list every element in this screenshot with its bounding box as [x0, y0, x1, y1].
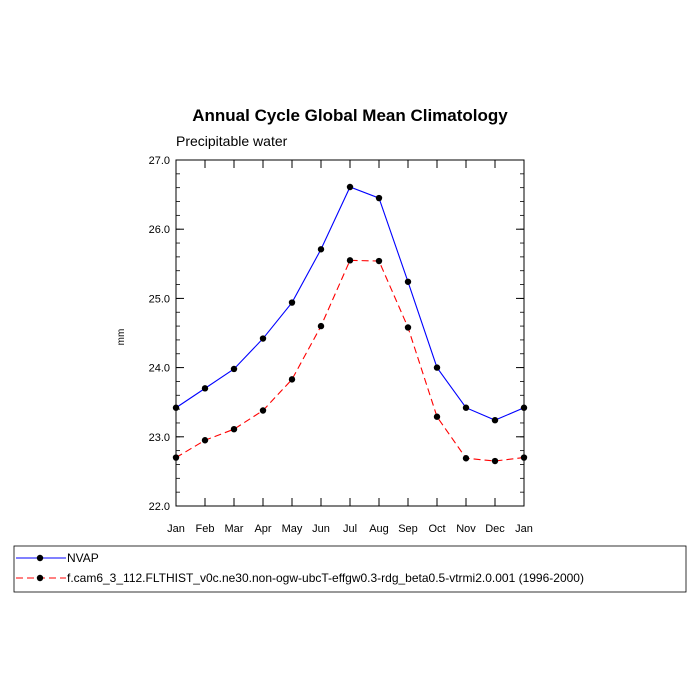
chart-subtitle: Precipitable water — [176, 133, 288, 149]
data-point — [172, 404, 180, 411]
y-axis-label: mm — [116, 329, 127, 346]
series-line-1 — [175, 186, 525, 421]
y-tick-label: 26.0 — [149, 224, 170, 236]
x-tick-label: May — [282, 523, 303, 535]
x-tick-label: Nov — [456, 523, 476, 535]
data-point — [317, 322, 325, 330]
data-point — [201, 437, 209, 444]
x-tick-label: Jan — [515, 523, 533, 535]
y-tick-label: 23.0 — [149, 432, 170, 444]
data-point — [172, 454, 180, 461]
data-point — [346, 183, 354, 191]
data-point — [520, 454, 528, 461]
data-point — [404, 278, 412, 285]
y-tick-label: 22.0 — [149, 501, 170, 513]
y-tick-label: 24.0 — [149, 363, 170, 375]
data-point — [201, 385, 209, 392]
y-tick-label: 25.0 — [149, 293, 170, 305]
x-tick-label: Jul — [343, 523, 357, 535]
data-point — [375, 257, 383, 265]
plot-border — [175, 159, 525, 507]
x-tick-label: Feb — [196, 523, 215, 535]
data-point — [462, 455, 470, 462]
x-tick-label: Dec — [485, 523, 505, 535]
legend-marker-1 — [36, 554, 44, 562]
data-point — [288, 299, 296, 306]
data-point — [259, 407, 267, 414]
legend: NVAP f.cam6_3_112.FLTHIST_v0c.ne30.non-og… — [16, 551, 584, 585]
data-point — [230, 365, 238, 373]
data-point — [288, 376, 296, 383]
data-point — [491, 457, 499, 465]
x-tick-label: Sep — [398, 523, 418, 535]
plot-frame — [175, 159, 525, 507]
data-point — [433, 364, 441, 371]
x-tick-label: Oct — [428, 523, 445, 535]
data-point — [259, 335, 267, 342]
legend-marker-2 — [36, 574, 44, 582]
x-tick-label: Apr — [254, 523, 271, 535]
y-tick-label: 27.0 — [149, 155, 170, 167]
legend-label-2: f.cam6_3_112.FLTHIST_v0c.ne30.non-ogw-ub… — [67, 571, 584, 585]
x-tick-label: Jan — [167, 523, 185, 535]
axis-ticks: 22.0 23.0 24.0 25.0 26.0 27.0 Jan Feb Mar Apr May J… — [149, 155, 533, 535]
chart-title: Annual Cycle Global Mean Climatology — [192, 106, 508, 125]
series-layer — [172, 183, 528, 465]
data-point — [520, 404, 528, 411]
data-point — [346, 257, 354, 264]
x-tick-label: Mar — [225, 523, 244, 535]
data-point — [404, 324, 412, 331]
data-point — [462, 404, 470, 411]
x-tick-label: Aug — [369, 523, 389, 535]
x-tick-label: Jun — [312, 523, 330, 535]
data-point — [317, 246, 325, 253]
legend-label-1: NVAP — [67, 551, 99, 565]
data-point — [375, 194, 383, 202]
legend-box — [13, 545, 687, 593]
series-line-2 — [175, 259, 525, 462]
data-point — [433, 413, 441, 420]
data-point — [230, 425, 238, 433]
data-point — [491, 416, 499, 424]
